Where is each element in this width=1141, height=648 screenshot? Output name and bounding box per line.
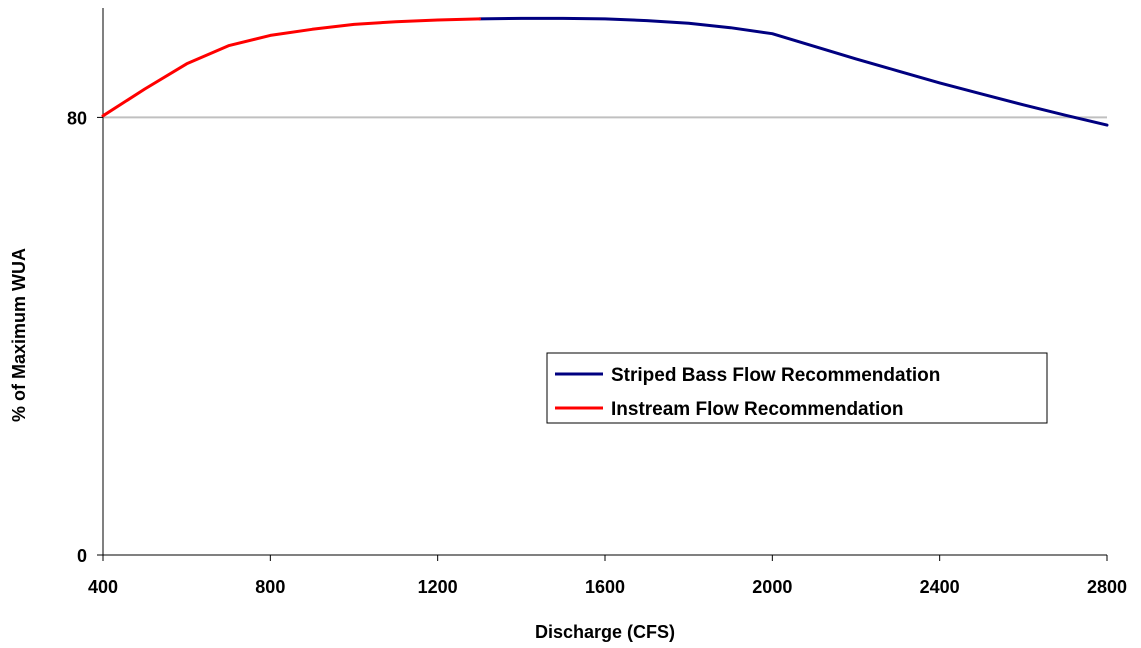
series-line-striped-bass xyxy=(478,16,1109,127)
y-axis-title: % of Maximum WUA xyxy=(9,248,29,422)
x-tick-label: 1600 xyxy=(585,577,625,597)
x-tick-label: 2800 xyxy=(1087,577,1127,597)
legend-label-striped-bass: Striped Bass Flow Recommendation xyxy=(611,365,940,386)
x-tick-label: 2400 xyxy=(920,577,960,597)
x-axis-title: Discharge (CFS) xyxy=(535,622,675,642)
series-line-instream xyxy=(101,17,481,118)
x-tick-label: 1200 xyxy=(418,577,458,597)
legend-label-instream: Instream Flow Recommendation xyxy=(611,399,903,420)
legend-box xyxy=(546,352,1048,424)
y-tick-label: 0 xyxy=(77,546,87,566)
x-tick-label: 2000 xyxy=(752,577,792,597)
x-tick-label: 800 xyxy=(255,577,285,597)
y-tick-label: 80 xyxy=(67,108,87,128)
x-tick-label: 400 xyxy=(88,577,118,597)
legend: Striped Bass Flow Recommendation Instrea… xyxy=(546,352,1048,424)
